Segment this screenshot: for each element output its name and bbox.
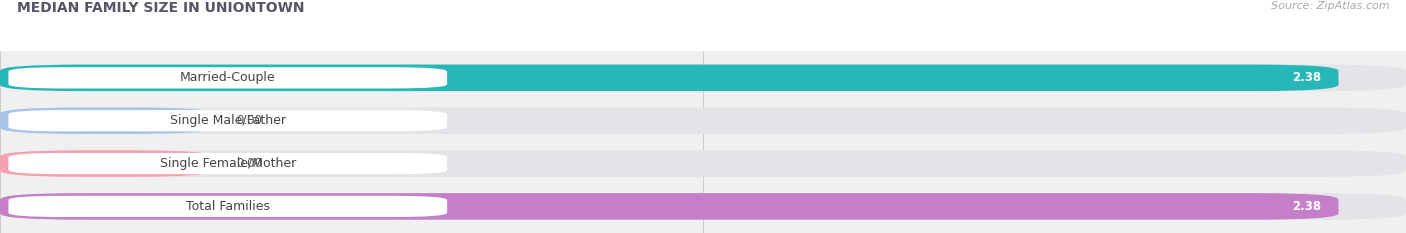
- FancyBboxPatch shape: [0, 150, 1406, 177]
- FancyBboxPatch shape: [8, 153, 447, 174]
- Text: MEDIAN FAMILY SIZE IN UNIONTOWN: MEDIAN FAMILY SIZE IN UNIONTOWN: [17, 1, 304, 15]
- Text: Source: ZipAtlas.com: Source: ZipAtlas.com: [1271, 1, 1389, 11]
- FancyBboxPatch shape: [0, 65, 1339, 91]
- FancyBboxPatch shape: [0, 150, 214, 177]
- FancyBboxPatch shape: [8, 196, 447, 217]
- Text: Single Female/Mother: Single Female/Mother: [160, 157, 295, 170]
- Text: Total Families: Total Families: [186, 200, 270, 213]
- FancyBboxPatch shape: [8, 67, 447, 89]
- Text: 2.38: 2.38: [1292, 71, 1322, 84]
- FancyBboxPatch shape: [0, 65, 1406, 91]
- Text: Single Male/Father: Single Male/Father: [170, 114, 285, 127]
- FancyBboxPatch shape: [0, 107, 214, 134]
- FancyBboxPatch shape: [0, 193, 1406, 220]
- Text: 0.00: 0.00: [236, 157, 262, 170]
- FancyBboxPatch shape: [0, 107, 1406, 134]
- FancyBboxPatch shape: [8, 110, 447, 131]
- Text: 2.38: 2.38: [1292, 200, 1322, 213]
- FancyBboxPatch shape: [0, 193, 1339, 220]
- Text: 0.00: 0.00: [236, 114, 262, 127]
- Text: Married-Couple: Married-Couple: [180, 71, 276, 84]
